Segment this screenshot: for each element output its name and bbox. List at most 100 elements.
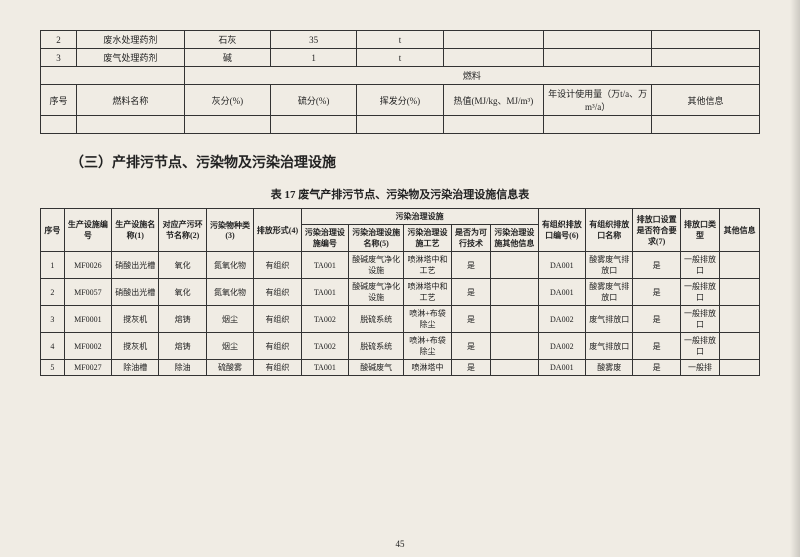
header-cell: 挥发分(%) [357, 85, 443, 116]
cell: 搅灰机 [112, 306, 159, 333]
cell [544, 49, 652, 67]
header-row-1: 序号 生产设施编号 生产设施名称(1) 对应产污环节名称(2) 污染物种类(3)… [41, 209, 760, 225]
cell [720, 252, 760, 279]
cell: 是 [633, 306, 680, 333]
header-cell: 污染物种类(3) [206, 209, 253, 252]
cell: 有组织 [254, 306, 301, 333]
table-row: 3MF0001搅灰机熔铸烟尘有组织TA002脱硫系统喷淋+布袋除尘是DA002废… [41, 306, 760, 333]
header-cell: 其他信息 [720, 209, 760, 252]
cell: 是 [633, 333, 680, 360]
cell: 氮氧化物 [206, 252, 253, 279]
header-cell: 污染治理设施工艺 [404, 225, 451, 252]
cell: 氧化 [159, 279, 206, 306]
cell: 喷淋+布袋除尘 [404, 333, 451, 360]
cell [76, 116, 184, 134]
cell: 石灰 [184, 31, 270, 49]
cell: 一般排放口 [680, 279, 720, 306]
cell: 3 [41, 306, 65, 333]
cell [544, 116, 652, 134]
cell: 废气排放口 [586, 333, 633, 360]
cell: 熔铸 [159, 306, 206, 333]
cell: 喷淋塔中和工艺 [404, 279, 451, 306]
header-cell: 排放形式(4) [254, 209, 301, 252]
header-cell: 污染治理设施编号 [301, 225, 348, 252]
cell [720, 333, 760, 360]
cell [491, 333, 538, 360]
header-cell: 硫分(%) [271, 85, 357, 116]
header-cell: 有组织排放口编号(6) [538, 209, 585, 252]
cell: 碱 [184, 49, 270, 67]
fuel-headers-row: 序号 燃料名称 灰分(%) 硫分(%) 挥发分(%) 热值(MJ/kg、MJ/m… [41, 85, 760, 116]
cell [357, 116, 443, 134]
cell [443, 49, 544, 67]
cell: 废水处理药剂 [76, 31, 184, 49]
header-cell: 污染治理设施名称(5) [349, 225, 404, 252]
cell: 是 [451, 306, 491, 333]
cell [720, 306, 760, 333]
cell: MF0026 [64, 252, 111, 279]
table-row: 3 废气处理药剂 碱 1 t [41, 49, 760, 67]
cell: 一般排放口 [680, 306, 720, 333]
cell [720, 279, 760, 306]
cell: 废气处理药剂 [76, 49, 184, 67]
cell: 有组织 [254, 360, 301, 376]
header-cell: 污染治理设施其他信息 [491, 225, 538, 252]
cell: 除油 [159, 360, 206, 376]
cell: TA001 [301, 360, 348, 376]
cell: MF0057 [64, 279, 111, 306]
cell: 喷淋塔中 [404, 360, 451, 376]
header-cell: 年设计使用量（万t/a、万 m³/a） [544, 85, 652, 116]
cell: MF0027 [64, 360, 111, 376]
cell: DA001 [538, 360, 585, 376]
cell [271, 116, 357, 134]
cell: 是 [633, 252, 680, 279]
cell: 是 [451, 252, 491, 279]
cell: 酸雾废 [586, 360, 633, 376]
chemicals-table: 2 废水处理药剂 石灰 35 t 3 废气处理药剂 碱 1 t 燃料 序号 燃料… [40, 30, 760, 134]
header-cell: 热值(MJ/kg、MJ/m³) [443, 85, 544, 116]
cell [491, 306, 538, 333]
cell [443, 116, 544, 134]
cell: DA001 [538, 279, 585, 306]
cell: 1 [271, 49, 357, 67]
cell: TA001 [301, 279, 348, 306]
fuel-blank-row [41, 116, 760, 134]
cell [652, 49, 760, 67]
cell: 喷淋+布袋除尘 [404, 306, 451, 333]
cell: TA002 [301, 333, 348, 360]
header-cell: 其他信息 [652, 85, 760, 116]
cell: 一般排放口 [680, 252, 720, 279]
cell [491, 252, 538, 279]
cell: MF0001 [64, 306, 111, 333]
cell: t [357, 31, 443, 49]
table-row: 5MF0027除油槽除油硫酸雾有组织TA001酸碱废气喷淋塔中是DA001酸雾废… [41, 360, 760, 376]
cell [184, 116, 270, 134]
cell: TA001 [301, 252, 348, 279]
table-row: 4MF0002搅灰机熔铸烟尘有组织TA002脱硫系统喷淋+布袋除尘是DA002废… [41, 333, 760, 360]
cell: 5 [41, 360, 65, 376]
fuel-label: 燃料 [184, 67, 759, 85]
cell: 熔铸 [159, 333, 206, 360]
cell: DA001 [538, 252, 585, 279]
cell [491, 360, 538, 376]
cell [491, 279, 538, 306]
table-row: 2 废水处理药剂 石灰 35 t [41, 31, 760, 49]
cell: 是 [633, 360, 680, 376]
cell: 有组织 [254, 279, 301, 306]
cell: 除油槽 [112, 360, 159, 376]
cell [544, 31, 652, 49]
header-cell: 燃料名称 [76, 85, 184, 116]
cell: 喷淋塔中和工艺 [404, 252, 451, 279]
cell: 烟尘 [206, 333, 253, 360]
header-cell: 排放口设置是否符合要求(7) [633, 209, 680, 252]
cell: 氮氧化物 [206, 279, 253, 306]
cell: 烟尘 [206, 306, 253, 333]
cell: 是 [633, 279, 680, 306]
cell [720, 360, 760, 376]
cell: 脱硫系统 [349, 306, 404, 333]
cell [41, 116, 77, 134]
header-cell: 有组织排放口名称 [586, 209, 633, 252]
cell: 2 [41, 31, 77, 49]
header-cell: 是否为可行技术 [451, 225, 491, 252]
cell: 有组织 [254, 333, 301, 360]
